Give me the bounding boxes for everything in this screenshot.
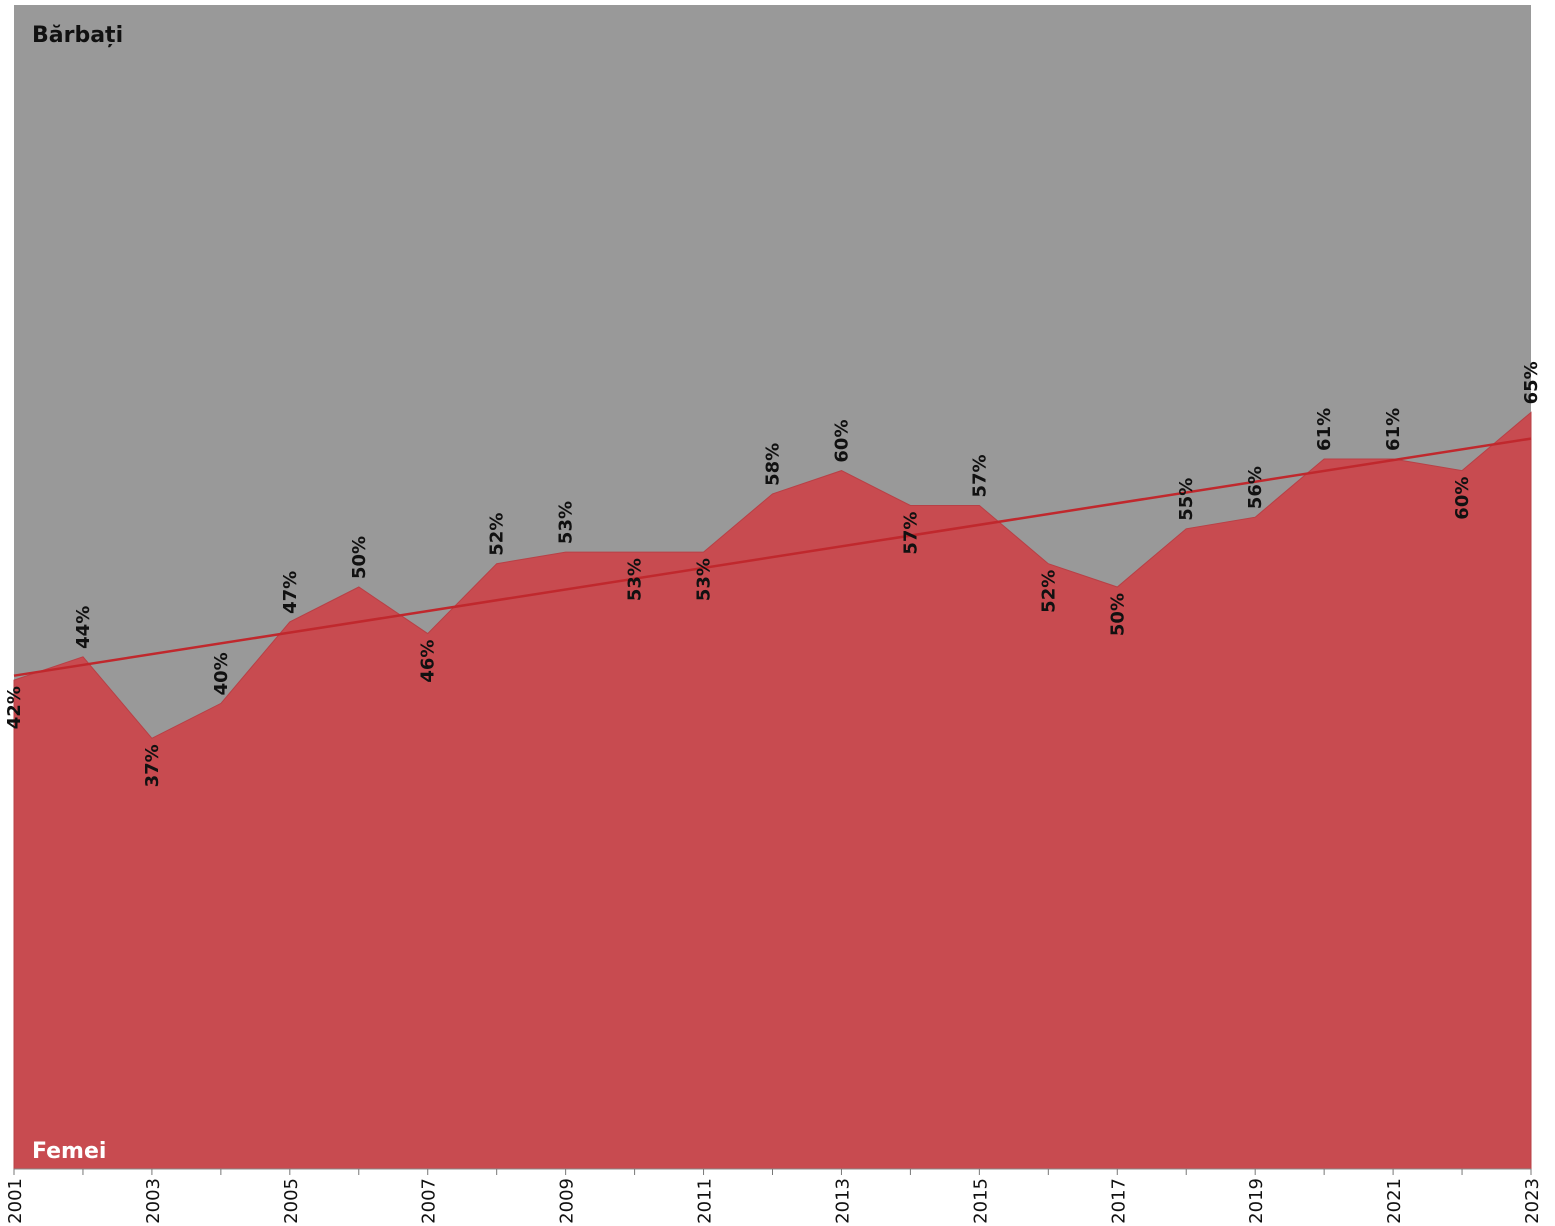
x-tick-label: 2011: [695, 1178, 716, 1224]
x-tick-label: 2009: [557, 1178, 578, 1224]
data-label: 52%: [1038, 570, 1059, 613]
data-label: 47%: [280, 571, 301, 614]
data-label: 53%: [556, 501, 577, 544]
data-label: 57%: [969, 454, 990, 497]
data-label: 42%: [4, 686, 25, 729]
data-label: 60%: [831, 420, 852, 463]
data-label: 61%: [1314, 408, 1335, 451]
data-labels: 42% 44% 37% 40% 47% 50% 46% 52% 53% 53% 53% 58% 60% 5…: [4, 361, 1542, 787]
x-tick-label: 2015: [970, 1178, 991, 1224]
x-tick-label: 2001: [5, 1178, 26, 1224]
data-label: 56%: [1245, 466, 1266, 509]
data-label: 44%: [73, 606, 94, 649]
legend-barbati: Bărbați: [32, 23, 123, 48]
x-tick-label: 2017: [1108, 1178, 1129, 1224]
data-label: 55%: [1176, 478, 1197, 521]
data-label: 57%: [900, 512, 921, 555]
x-tick-label: 2003: [143, 1178, 164, 1224]
trendline: [13, 437, 1532, 677]
x-tick-label: 2007: [419, 1178, 440, 1224]
x-tick-label: 2023: [1522, 1178, 1543, 1224]
data-label: 37%: [142, 744, 163, 787]
data-label: 40%: [211, 652, 232, 695]
data-label: 65%: [1521, 361, 1542, 404]
data-label: 53%: [625, 558, 646, 601]
data-label: 50%: [1107, 593, 1128, 636]
data-label: 61%: [1383, 408, 1404, 451]
x-tick-label: 2021: [1384, 1178, 1405, 1224]
data-label: 52%: [487, 513, 508, 556]
x-tick-label: 2013: [832, 1178, 853, 1224]
data-label: 46%: [418, 640, 439, 683]
x-axis: 2001 2003 2005 2007 2009 2011 2013 2015 2017 2019…: [5, 1168, 1543, 1224]
data-label: 60%: [1452, 477, 1473, 520]
x-tick-label: 2019: [1246, 1178, 1267, 1224]
area-series-femei: [13, 411, 1532, 1170]
data-label: 50%: [349, 536, 370, 579]
data-label: 58%: [763, 443, 784, 486]
data-label: 53%: [694, 558, 715, 601]
legend-femei: Femei: [32, 1139, 106, 1164]
x-tick-label: 2005: [281, 1178, 302, 1224]
